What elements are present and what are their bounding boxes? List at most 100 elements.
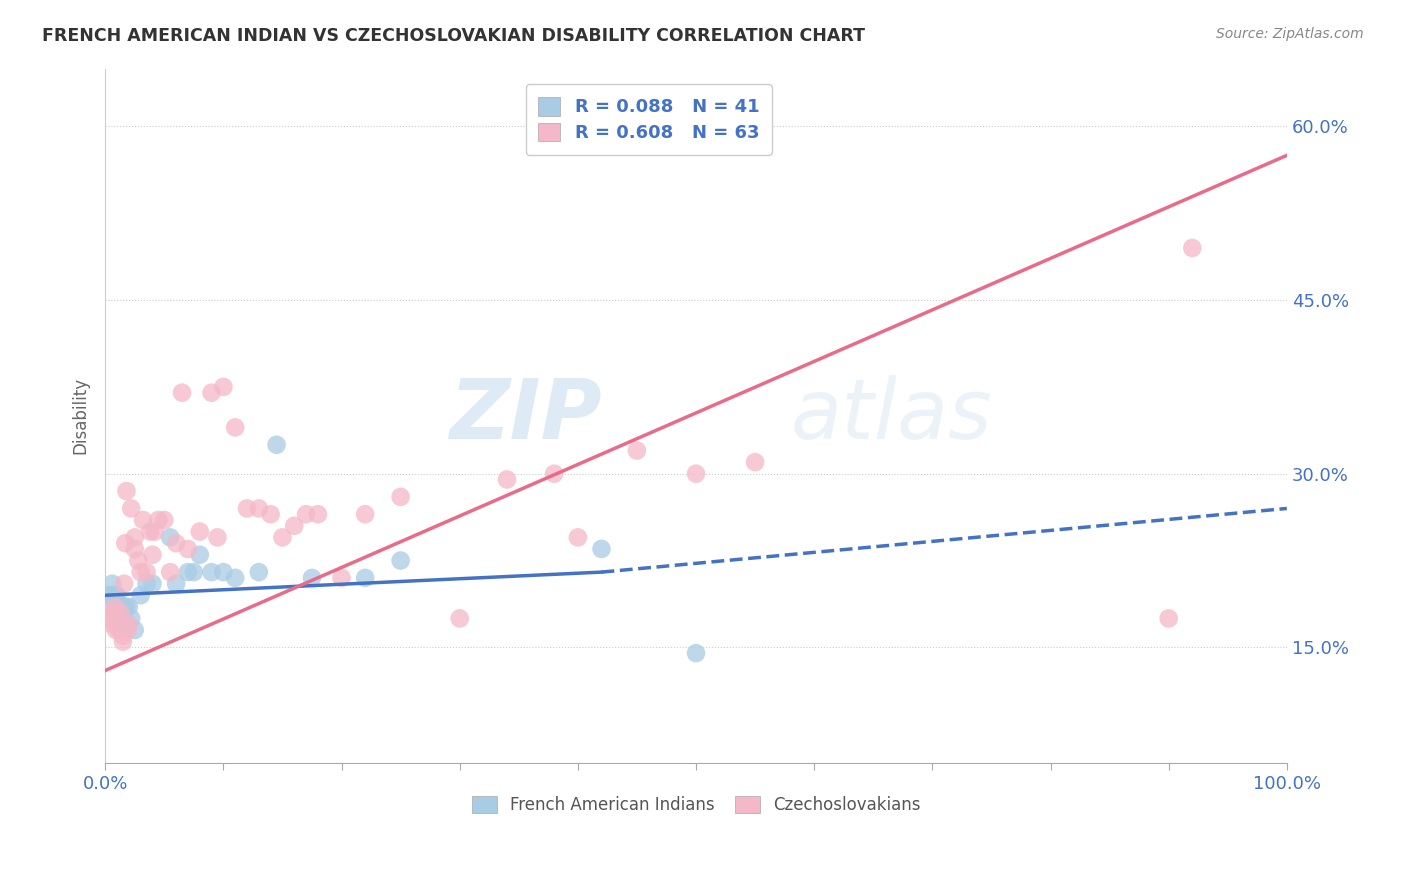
Point (188, 524, 211, 539)
Point (685, 646, 707, 660)
Point (177, 541, 200, 556)
Point (1181, 241, 1204, 255)
Point (124, 623, 146, 637)
Point (120, 611, 142, 625)
Point (114, 617, 136, 632)
Point (110, 606, 132, 620)
Point (283, 518, 305, 533)
Point (111, 617, 134, 632)
Point (104, 599, 127, 614)
Point (107, 599, 129, 614)
Point (110, 611, 132, 625)
Point (104, 623, 127, 637)
Point (389, 490, 412, 504)
Point (143, 524, 166, 539)
Point (97, 611, 120, 625)
Point (124, 541, 146, 556)
Text: atlas: atlas (790, 376, 993, 457)
Point (101, 617, 124, 632)
Point (108, 623, 131, 637)
Point (114, 536, 136, 550)
Point (301, 571, 323, 585)
Point (118, 599, 141, 614)
Point (307, 507, 329, 521)
Point (105, 599, 128, 614)
Point (496, 473, 519, 487)
Point (183, 565, 205, 579)
Point (103, 611, 125, 625)
Point (247, 565, 270, 579)
Point (120, 501, 142, 516)
Point (124, 530, 146, 544)
Point (132, 513, 155, 527)
Point (266, 438, 288, 452)
Point (111, 611, 134, 625)
Point (111, 623, 134, 637)
Point (271, 530, 294, 544)
Point (115, 484, 138, 499)
Point (104, 599, 127, 614)
Point (111, 629, 134, 643)
Point (207, 530, 229, 544)
Point (685, 467, 707, 481)
Point (295, 507, 318, 521)
Point (626, 443, 648, 458)
Point (236, 501, 259, 516)
Point (129, 588, 152, 602)
Point (188, 548, 211, 562)
Point (170, 385, 193, 400)
Text: ZIP: ZIP (449, 376, 602, 457)
Text: Source: ZipAtlas.com: Source: ZipAtlas.com (1216, 27, 1364, 41)
Point (139, 524, 162, 539)
Point (107, 611, 129, 625)
Point (212, 565, 235, 579)
Point (224, 571, 246, 585)
Point (591, 541, 613, 556)
Point (135, 576, 157, 591)
Point (148, 513, 170, 527)
Point (115, 599, 138, 614)
Text: FRENCH AMERICAN INDIAN VS CZECHOSLOVAKIAN DISABILITY CORRELATION CHART: FRENCH AMERICAN INDIAN VS CZECHOSLOVAKIA… (42, 27, 865, 45)
Point (127, 553, 149, 567)
Point (259, 507, 281, 521)
Point (112, 623, 135, 637)
Point (354, 571, 377, 585)
Point (165, 536, 187, 550)
Point (108, 611, 131, 625)
Point (389, 553, 412, 567)
Point (200, 385, 222, 400)
Point (247, 501, 270, 516)
Point (101, 576, 124, 591)
Point (330, 571, 353, 585)
Point (105, 617, 128, 632)
Legend: French American Indians, Czechoslovakians: French American Indians, Czechoslovakian… (461, 786, 931, 824)
Point (111, 599, 134, 614)
Point (212, 380, 235, 394)
Point (117, 623, 139, 637)
Point (141, 576, 163, 591)
Point (104, 606, 127, 620)
Point (100, 611, 122, 625)
Point (111, 599, 134, 614)
Point (97, 588, 120, 602)
Y-axis label: Disability: Disability (72, 377, 89, 454)
Point (104, 594, 127, 608)
Point (159, 565, 181, 579)
Point (354, 507, 377, 521)
Point (135, 565, 157, 579)
Point (159, 530, 181, 544)
Point (112, 611, 135, 625)
Point (1157, 611, 1180, 625)
Point (105, 588, 128, 602)
Point (112, 599, 135, 614)
Point (224, 420, 246, 434)
Point (111, 634, 134, 648)
Point (141, 548, 163, 562)
Point (104, 588, 127, 602)
Point (200, 565, 222, 579)
Point (129, 565, 152, 579)
Point (112, 576, 135, 591)
Point (543, 467, 565, 481)
Point (449, 611, 471, 625)
Point (177, 565, 200, 579)
